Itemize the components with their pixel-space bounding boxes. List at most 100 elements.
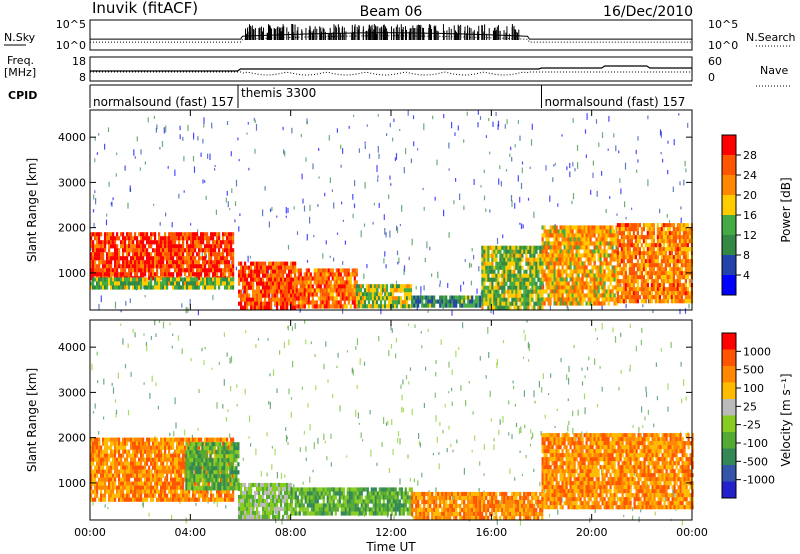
scatter-speck	[672, 487, 674, 495]
range-cell	[565, 229, 568, 234]
range-cell	[515, 297, 518, 302]
range-cell	[563, 257, 566, 262]
range-cell	[553, 245, 556, 250]
range-cell	[652, 239, 655, 244]
range-cell	[349, 288, 352, 293]
range-cell	[140, 272, 143, 277]
range-cell	[160, 285, 163, 290]
range-cell	[280, 261, 283, 266]
scatter-speck	[557, 509, 559, 515]
range-cell	[122, 236, 125, 241]
scatter-speck	[420, 286, 422, 293]
range-cell	[250, 285, 253, 290]
range-cell	[597, 285, 600, 290]
range-cell	[497, 261, 500, 266]
range-cell	[327, 276, 330, 281]
range-cell	[329, 284, 332, 289]
range-cell	[266, 273, 269, 278]
colorbar-swatch	[722, 275, 736, 296]
range-cell	[96, 457, 99, 462]
range-cell	[122, 252, 125, 257]
range-cell	[541, 277, 544, 282]
range-cell	[531, 249, 534, 254]
scatter-speck	[116, 152, 118, 156]
range-cell	[162, 281, 165, 286]
scatter-speck	[590, 189, 592, 195]
range-cell	[313, 276, 316, 281]
range-cell	[684, 283, 687, 288]
range-cell	[329, 280, 332, 285]
scatter-speck	[223, 379, 225, 386]
range-cell	[680, 235, 683, 240]
range-cell	[591, 281, 594, 286]
range-cell	[553, 285, 556, 290]
scatter-speck	[572, 427, 574, 435]
range-cell	[383, 284, 387, 289]
range-cell	[381, 284, 385, 289]
range-cell	[674, 239, 677, 244]
scatter-speck	[124, 364, 127, 369]
scatter-speck	[342, 148, 344, 154]
range-cell	[626, 287, 629, 292]
range-cell	[537, 253, 540, 258]
range-cell	[200, 240, 203, 245]
scatter-speck	[438, 452, 440, 455]
range-cell	[531, 253, 534, 258]
range-cell	[599, 285, 602, 290]
scatter-speck	[412, 115, 415, 119]
range-cell	[297, 304, 300, 309]
range-cell	[246, 293, 249, 298]
range-cell	[652, 279, 655, 284]
range-cell	[465, 295, 468, 300]
range-cell	[539, 305, 542, 310]
range-cell	[660, 235, 663, 240]
range-cell	[180, 232, 183, 237]
range-cell	[549, 233, 552, 238]
range-cell	[150, 264, 153, 269]
range-cell	[603, 273, 606, 278]
scatter-speck	[155, 128, 157, 133]
range-cell	[118, 285, 121, 290]
range-cell	[585, 269, 588, 274]
range-cell	[210, 236, 213, 241]
range-cell	[499, 249, 502, 254]
power-data-layer	[90, 110, 693, 316]
scatter-speck	[305, 157, 307, 162]
range-cell	[559, 277, 562, 282]
range-cell	[585, 277, 588, 282]
range-cell	[403, 292, 407, 297]
scatter-speck	[226, 190, 228, 196]
range-cell	[335, 292, 338, 297]
range-cell	[658, 283, 661, 288]
range-cell	[176, 252, 179, 257]
range-cell	[605, 241, 608, 246]
scatter-speck	[496, 358, 498, 365]
range-cell	[170, 240, 173, 245]
range-cell	[230, 264, 233, 269]
range-cell	[256, 269, 259, 274]
ytick-label: 3000	[58, 176, 86, 189]
range-cell	[96, 449, 99, 454]
range-cell	[684, 295, 687, 300]
range-cell	[325, 268, 328, 273]
range-cell	[557, 241, 560, 246]
range-cell	[511, 261, 514, 266]
range-cell	[587, 293, 590, 298]
range-cell	[190, 272, 193, 277]
range-cell	[646, 271, 649, 276]
scatter-speck	[476, 288, 478, 294]
range-cell	[567, 265, 570, 270]
range-cell	[553, 277, 556, 282]
range-cell	[194, 232, 197, 237]
range-cell	[523, 293, 526, 298]
range-cell	[114, 248, 117, 253]
range-cell	[489, 297, 492, 302]
range-cell	[90, 260, 93, 265]
range-cell	[94, 236, 97, 241]
scatter-speck	[169, 322, 171, 326]
range-cell	[589, 233, 592, 238]
range-cell	[172, 244, 175, 249]
range-cell	[216, 260, 219, 265]
range-cell	[527, 277, 530, 282]
scatter-speck	[554, 162, 556, 166]
